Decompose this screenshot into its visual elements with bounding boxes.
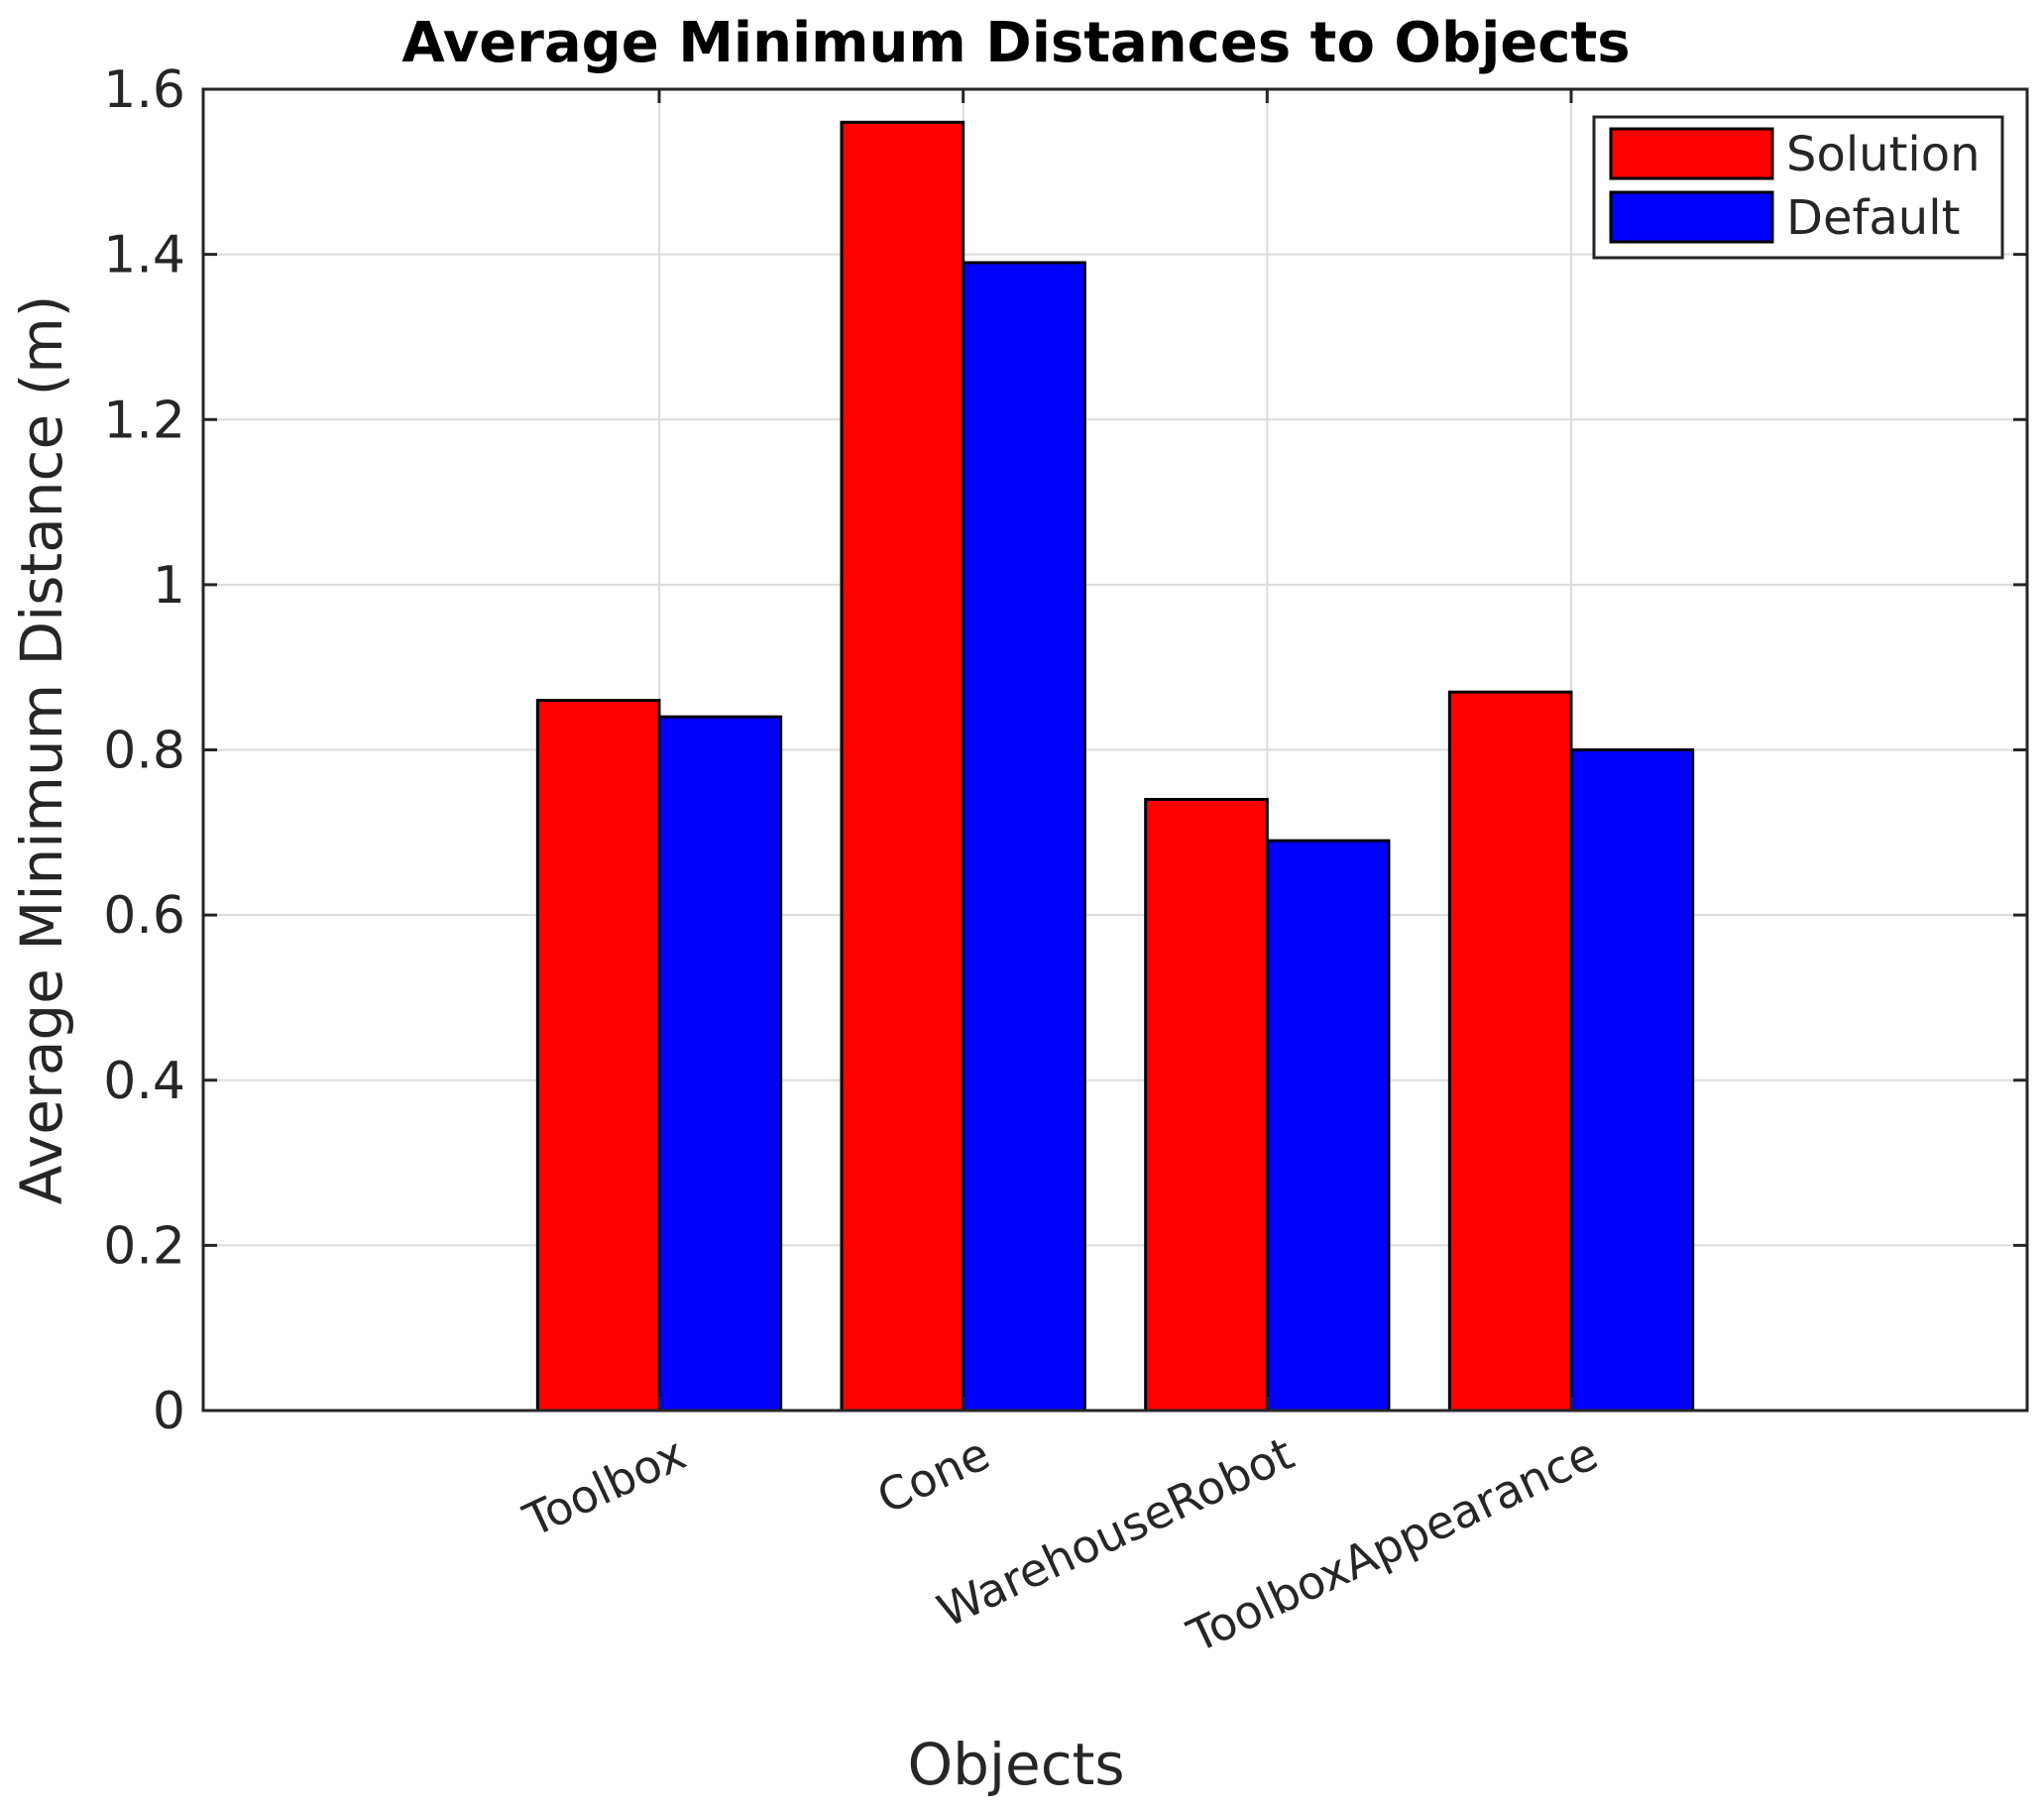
bar-solution-toolbox (535, 699, 661, 1412)
y-tick-label: 1.4 (103, 226, 185, 285)
chart-title: Average Minimum Distances to Objects (401, 11, 1630, 75)
legend: Solution Default (1592, 115, 2004, 260)
bar-default-toolbox (657, 715, 783, 1412)
x-tick-label: Toolbox (515, 1426, 694, 1547)
x-axis-label: Objects (907, 1731, 1124, 1798)
bar-solution-toolboxappearance (1447, 690, 1573, 1412)
bar-default-warehouserobot (1265, 839, 1391, 1412)
y-tick-label: 0.6 (103, 886, 185, 946)
bar-default-cone (962, 261, 1086, 1412)
bar-default-toolboxappearance (1569, 748, 1695, 1412)
y-tick-label: 0 (153, 1382, 185, 1441)
legend-swatch-solution (1609, 127, 1774, 180)
grid-lines (203, 89, 2027, 1411)
bar-solution-cone (840, 120, 965, 1412)
y-tick-label: 1 (153, 556, 185, 616)
y-tick-label: 1.2 (103, 391, 185, 450)
legend-label-default: Default (1786, 190, 1960, 246)
legend-swatch-default (1609, 190, 1774, 244)
y-tick-label: 0.8 (103, 722, 185, 781)
y-tick-label: 1.6 (103, 60, 185, 120)
legend-label-solution: Solution (1786, 127, 1981, 182)
bar-solution-warehouserobot (1144, 797, 1269, 1412)
y-tick-label: 0.2 (103, 1216, 185, 1276)
bars (535, 120, 1695, 1412)
y-tick-label: 0.4 (103, 1052, 185, 1111)
y-axis-label: Average Minimum Distance (m) (8, 295, 75, 1205)
x-tick-label: Cone (869, 1426, 998, 1525)
